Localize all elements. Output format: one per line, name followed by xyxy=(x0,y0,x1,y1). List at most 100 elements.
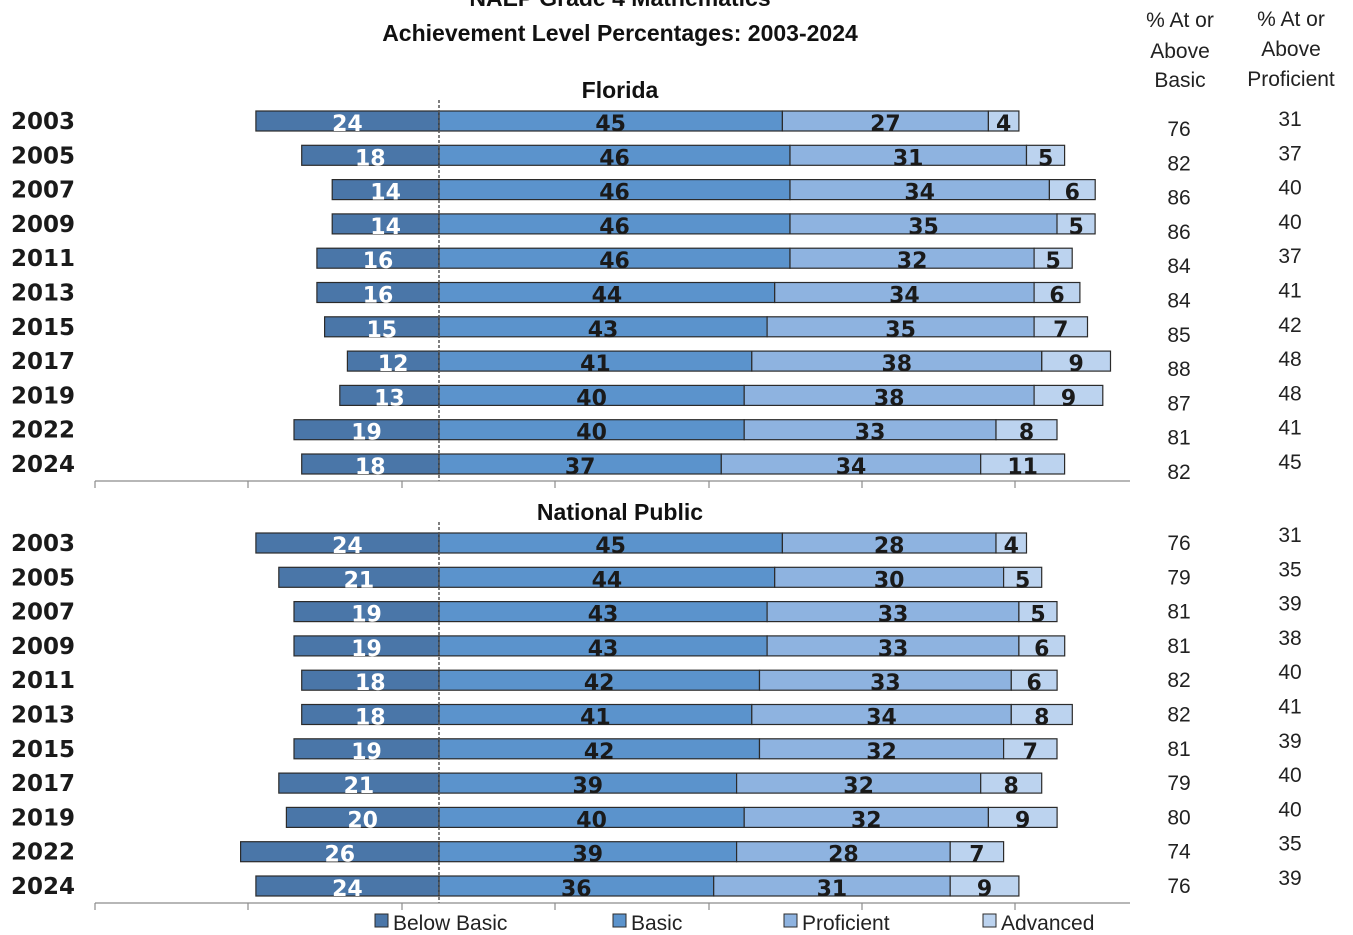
national-public-bar-label-2005-below-basic: 21 xyxy=(344,568,375,593)
florida-bar-2011-advanced xyxy=(1033,247,1073,269)
florida-year-label-2013: 2013 xyxy=(11,281,75,307)
national-public-year-label-2013: 2013 xyxy=(11,703,75,729)
florida-year-label-2009: 2009 xyxy=(11,212,75,238)
national-public-bar-label-2017-advanced: 8 xyxy=(1004,774,1019,799)
national-public-year-label-2005: 2005 xyxy=(11,565,75,591)
florida-bar-label-2019-proficient: 38 xyxy=(874,386,905,411)
florida-bar-2003-advanced xyxy=(987,110,1020,132)
national-public-at-or-above-proficient-2019: 40 xyxy=(1278,798,1301,821)
florida-at-or-above-proficient-2019: 48 xyxy=(1278,382,1301,405)
national-public-bar-label-2019-advanced: 9 xyxy=(1015,808,1030,833)
national-public-bar-label-2009-below-basic: 19 xyxy=(351,637,382,662)
national-public-bar-2003-advanced xyxy=(995,532,1028,554)
national-public-bar-label-2017-below-basic: 21 xyxy=(344,774,375,799)
national-public-bar-label-2022-proficient: 28 xyxy=(828,843,859,868)
national-public-bar-2005-advanced xyxy=(1002,566,1043,588)
legend-label-advanced: Advanced xyxy=(1001,912,1094,935)
florida-bar-2013-advanced xyxy=(1033,281,1081,304)
national-public-bar-label-2011-proficient: 33 xyxy=(870,671,901,696)
florida-bar-label-2007-below-basic: 14 xyxy=(370,181,401,206)
florida-year-label-2007: 2007 xyxy=(11,178,75,204)
national-public-bar-label-2003-advanced: 4 xyxy=(1004,534,1019,559)
florida-bar-label-2005-advanced: 5 xyxy=(1038,146,1053,171)
florida-at-or-above-proficient-2015: 42 xyxy=(1278,314,1301,337)
legend-swatch-advanced xyxy=(982,913,997,928)
national-public-bar-label-2003-basic: 45 xyxy=(595,534,626,559)
florida-at-or-above-proficient-2007: 40 xyxy=(1278,177,1301,200)
national-public-bar-label-2019-below-basic: 20 xyxy=(347,808,378,833)
national-public-at-or-above-proficient-2011: 40 xyxy=(1278,661,1301,684)
florida-at-or-above-basic-2005: 82 xyxy=(1167,152,1190,175)
florida-bar-2005-advanced xyxy=(1025,144,1066,166)
florida-bar-label-2022-advanced: 8 xyxy=(1019,421,1034,446)
national-public-bar-label-2013-proficient: 34 xyxy=(866,706,897,731)
florida-bar-label-2024-proficient: 34 xyxy=(836,455,867,480)
national-public-at-or-above-proficient-2022: 35 xyxy=(1278,833,1301,856)
florida-bar-label-2013-advanced: 6 xyxy=(1049,284,1064,309)
national-public-bar-label-2003-proficient: 28 xyxy=(874,534,905,559)
national-public-at-or-above-basic-2019: 80 xyxy=(1167,806,1190,829)
florida-at-or-above-proficient-2013: 41 xyxy=(1278,280,1301,303)
national-public-bar-2022-advanced xyxy=(949,841,1005,863)
florida-bar-label-2015-advanced: 7 xyxy=(1053,318,1068,343)
national-public-bar-label-2024-advanced: 9 xyxy=(977,877,992,902)
florida-at-or-above-basic-2015: 85 xyxy=(1167,324,1190,347)
florida-bar-label-2017-proficient: 38 xyxy=(881,352,912,377)
national-public-bar-label-2013-below-basic: 18 xyxy=(355,706,386,731)
national-public-bar-2017-advanced xyxy=(980,772,1043,794)
national-public-bar-label-2007-advanced: 5 xyxy=(1030,603,1045,628)
florida-bar-label-2017-below-basic: 12 xyxy=(378,352,409,377)
florida-year-label-2011: 2011 xyxy=(11,246,75,272)
florida-bar-label-2011-basic: 46 xyxy=(599,249,630,274)
florida-bar-label-2005-basic: 46 xyxy=(599,146,630,171)
florida-year-label-2017: 2017 xyxy=(11,349,75,375)
national-public-bar-label-2024-basic: 36 xyxy=(561,877,592,902)
national-public-year-label-2003: 2003 xyxy=(11,531,75,557)
florida-at-or-above-basic-2024: 82 xyxy=(1167,461,1190,484)
florida-bar-label-2003-proficient: 27 xyxy=(870,112,901,137)
column-header-proficient-line1: % At or xyxy=(1257,8,1325,31)
national-public-at-or-above-proficient-2015: 39 xyxy=(1278,730,1301,753)
legend-swatch-proficient xyxy=(783,913,798,928)
florida-bar-label-2007-advanced: 6 xyxy=(1065,181,1080,206)
national-public-bar-label-2009-advanced: 6 xyxy=(1034,637,1049,662)
national-public-bar-label-2011-advanced: 6 xyxy=(1026,671,1041,696)
florida-bar-label-2007-basic: 46 xyxy=(599,181,630,206)
florida-bar-2009-advanced xyxy=(1056,213,1096,235)
national-public-at-or-above-basic-2005: 79 xyxy=(1167,566,1190,589)
national-public-bar-2007-advanced xyxy=(1018,600,1058,623)
florida-subtitle: Florida xyxy=(582,77,659,103)
florida-at-or-above-proficient-2003: 31 xyxy=(1278,108,1301,131)
florida-year-label-2019: 2019 xyxy=(11,383,75,409)
national-public-subtitle: National Public xyxy=(537,499,703,525)
national-public-bar-2019-advanced xyxy=(987,806,1058,829)
florida-year-label-2022: 2022 xyxy=(11,418,75,444)
florida-year-label-2015: 2015 xyxy=(11,315,75,341)
national-public-at-or-above-proficient-2024: 39 xyxy=(1278,867,1301,890)
national-public-bar-label-2022-basic: 39 xyxy=(572,843,603,868)
national-public-bar-label-2019-proficient: 32 xyxy=(851,808,882,833)
legend-label-basic: Basic xyxy=(631,912,682,935)
florida-at-or-above-proficient-2005: 37 xyxy=(1278,142,1301,165)
florida-bar-label-2017-basic: 41 xyxy=(580,352,611,377)
florida-bar-label-2003-advanced: 4 xyxy=(996,112,1011,137)
national-public-at-or-above-proficient-2003: 31 xyxy=(1278,524,1301,547)
national-public-bar-2009-advanced xyxy=(1018,635,1066,657)
national-public-at-or-above-basic-2007: 81 xyxy=(1167,601,1190,624)
national-public-at-or-above-proficient-2009: 38 xyxy=(1278,627,1301,650)
florida-bar-label-2022-proficient: 33 xyxy=(855,421,886,446)
national-public-bar-label-2019-basic: 40 xyxy=(576,808,607,833)
national-public-bar-label-2005-proficient: 30 xyxy=(874,568,905,593)
florida-bar-label-2011-below-basic: 16 xyxy=(363,249,394,274)
florida-bar-label-2019-basic: 40 xyxy=(576,386,607,411)
legend-label-below-basic: Below Basic xyxy=(393,912,507,935)
national-public-bar-label-2013-advanced: 8 xyxy=(1034,706,1049,731)
florida-bar-label-2013-proficient: 34 xyxy=(889,284,920,309)
florida-bar-label-2024-below-basic: 18 xyxy=(355,455,386,480)
florida-bar-label-2017-advanced: 9 xyxy=(1068,352,1083,377)
florida-year-label-2003: 2003 xyxy=(11,109,75,135)
florida-bar-label-2013-basic: 44 xyxy=(592,284,623,309)
